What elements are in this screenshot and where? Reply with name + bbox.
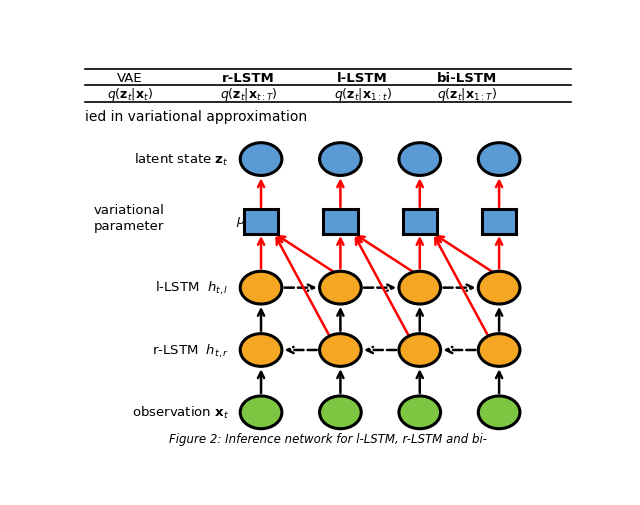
Text: $q(\mathbf{z}_t|\mathbf{x}_{1:t})$: $q(\mathbf{z}_t|\mathbf{x}_{1:t})$ — [334, 86, 392, 103]
FancyBboxPatch shape — [482, 210, 516, 234]
Text: latent state $\mathbf{z}_t$: latent state $\mathbf{z}_t$ — [134, 152, 229, 168]
Circle shape — [399, 334, 440, 367]
Text: l-LSTM: l-LSTM — [337, 72, 388, 84]
Circle shape — [399, 396, 440, 429]
Text: $\mu_t, \sigma_t^2$: $\mu_t, \sigma_t^2$ — [236, 212, 271, 232]
Text: l-LSTM  $h_{t,l}$: l-LSTM $h_{t,l}$ — [156, 279, 229, 297]
Circle shape — [240, 272, 282, 305]
Circle shape — [399, 272, 440, 305]
Text: bi-LSTM: bi-LSTM — [436, 72, 497, 84]
Text: $q(\mathbf{z}_t|\mathbf{x}_t)$: $q(\mathbf{z}_t|\mathbf{x}_t)$ — [107, 86, 152, 103]
Text: $q(\mathbf{z}_t|\mathbf{x}_{t:T})$: $q(\mathbf{z}_t|\mathbf{x}_{t:T})$ — [220, 86, 278, 103]
Text: r-LSTM: r-LSTM — [222, 72, 275, 84]
FancyBboxPatch shape — [244, 210, 278, 234]
Text: Figure 2: Inference network for l-LSTM, r-LSTM and bi-: Figure 2: Inference network for l-LSTM, … — [169, 433, 487, 445]
Circle shape — [478, 272, 520, 305]
Text: VAE: VAE — [116, 72, 143, 84]
Circle shape — [240, 334, 282, 367]
Circle shape — [319, 143, 361, 176]
Circle shape — [319, 272, 361, 305]
Text: $q(\mathbf{z}_t|\mathbf{x}_{1:T})$: $q(\mathbf{z}_t|\mathbf{x}_{1:T})$ — [437, 86, 497, 103]
FancyBboxPatch shape — [323, 210, 358, 234]
Text: r-LSTM  $h_{t,r}$: r-LSTM $h_{t,r}$ — [152, 341, 229, 359]
Circle shape — [240, 143, 282, 176]
Circle shape — [240, 396, 282, 429]
Circle shape — [399, 143, 440, 176]
Circle shape — [478, 334, 520, 367]
Circle shape — [478, 396, 520, 429]
Circle shape — [319, 396, 361, 429]
Text: variational
parameter: variational parameter — [93, 204, 164, 233]
FancyBboxPatch shape — [403, 210, 437, 234]
Circle shape — [319, 334, 361, 367]
Text: observation $\mathbf{x}_t$: observation $\mathbf{x}_t$ — [132, 405, 229, 421]
Circle shape — [478, 143, 520, 176]
Text: ied in variational approximation: ied in variational approximation — [85, 110, 307, 124]
